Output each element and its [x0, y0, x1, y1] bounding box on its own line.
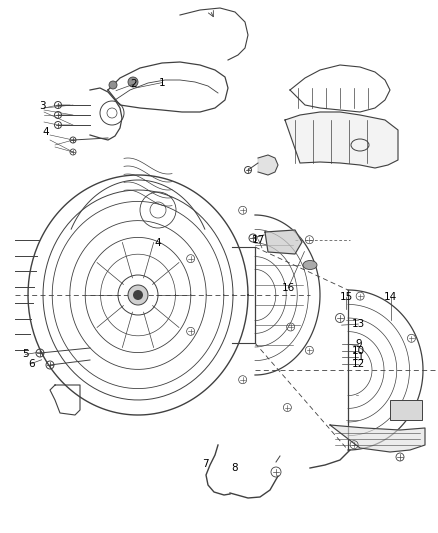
Text: 16: 16 — [282, 283, 295, 293]
Text: 1: 1 — [159, 78, 166, 87]
Text: 11: 11 — [352, 352, 365, 362]
Text: 4: 4 — [42, 127, 49, 137]
Text: 10: 10 — [352, 346, 365, 356]
Text: 13: 13 — [352, 319, 365, 329]
Polygon shape — [265, 230, 302, 254]
Circle shape — [128, 77, 138, 87]
Polygon shape — [285, 112, 398, 168]
Text: 17: 17 — [252, 235, 265, 245]
Text: 14: 14 — [384, 293, 397, 302]
Circle shape — [133, 290, 143, 300]
Circle shape — [128, 285, 148, 305]
Circle shape — [109, 81, 117, 89]
Text: 8: 8 — [231, 463, 238, 473]
Polygon shape — [258, 155, 278, 175]
Polygon shape — [330, 425, 425, 452]
FancyBboxPatch shape — [390, 400, 422, 420]
Text: 9: 9 — [356, 339, 363, 349]
Text: 15: 15 — [339, 293, 353, 302]
Text: 6: 6 — [28, 359, 35, 368]
Text: 2: 2 — [130, 79, 137, 89]
Text: 12: 12 — [352, 359, 365, 369]
Text: 3: 3 — [39, 101, 46, 110]
Text: 5: 5 — [22, 350, 29, 359]
Text: 4: 4 — [154, 238, 161, 247]
Text: 7: 7 — [202, 459, 209, 469]
Ellipse shape — [303, 261, 317, 270]
